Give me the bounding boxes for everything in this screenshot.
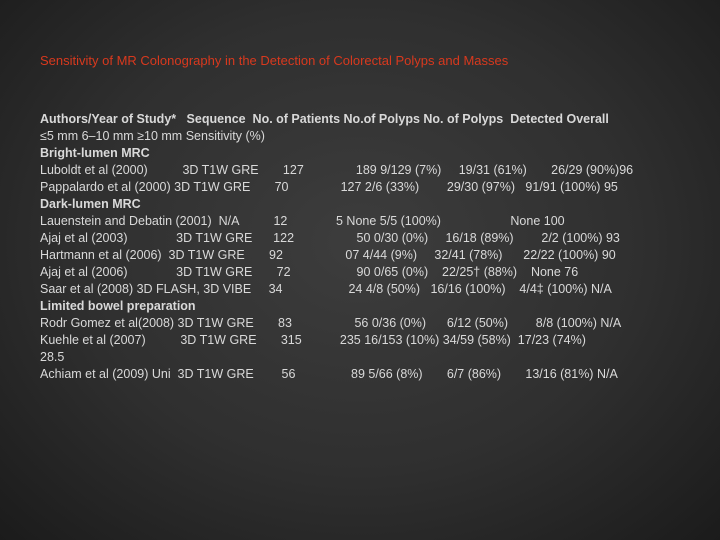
section-heading: Limited bowel preparation bbox=[40, 299, 196, 313]
table-line: Achiam et al (2009) Uni 3D T1W GRE 56 89… bbox=[40, 367, 618, 381]
table-line: Kuehle et al (2007) 3D T1W GRE 315 235 1… bbox=[40, 333, 586, 347]
table-line: Rodr Gomez et al(2008) 3D T1W GRE 83 56 … bbox=[40, 316, 622, 330]
table-line: Ajaj et al (2003) 3D T1W GRE 122 50 0/30… bbox=[40, 231, 620, 245]
table-line: Saar et al (2008) 3D FLASH, 3D VIBE 34 2… bbox=[40, 282, 612, 296]
section-heading: Authors/Year of Study* Sequence No. of P… bbox=[40, 112, 609, 126]
section-heading: Dark-lumen MRC bbox=[40, 197, 141, 211]
table-line: ≤5 mm 6–10 mm ≥10 mm Sensitivity (%) bbox=[40, 129, 265, 143]
section-heading: Bright-lumen MRC bbox=[40, 146, 150, 160]
table-line: 28.5 bbox=[40, 350, 65, 364]
table-line: Luboldt et al (2000) 3D T1W GRE 127 189 … bbox=[40, 163, 634, 177]
slide-title: Sensitivity of MR Colonography in the De… bbox=[40, 53, 509, 68]
table-line: Lauenstein and Debatin (2001) N/A 12 5 N… bbox=[40, 214, 565, 228]
table-line: Ajaj et al (2006) 3D T1W GRE 72 90 0/65 … bbox=[40, 265, 579, 279]
table-line: Hartmann et al (2006) 3D T1W GRE 92 07 4… bbox=[40, 248, 616, 262]
table-line: Pappalardo et al (2000) 3D T1W GRE 70 12… bbox=[40, 180, 618, 194]
